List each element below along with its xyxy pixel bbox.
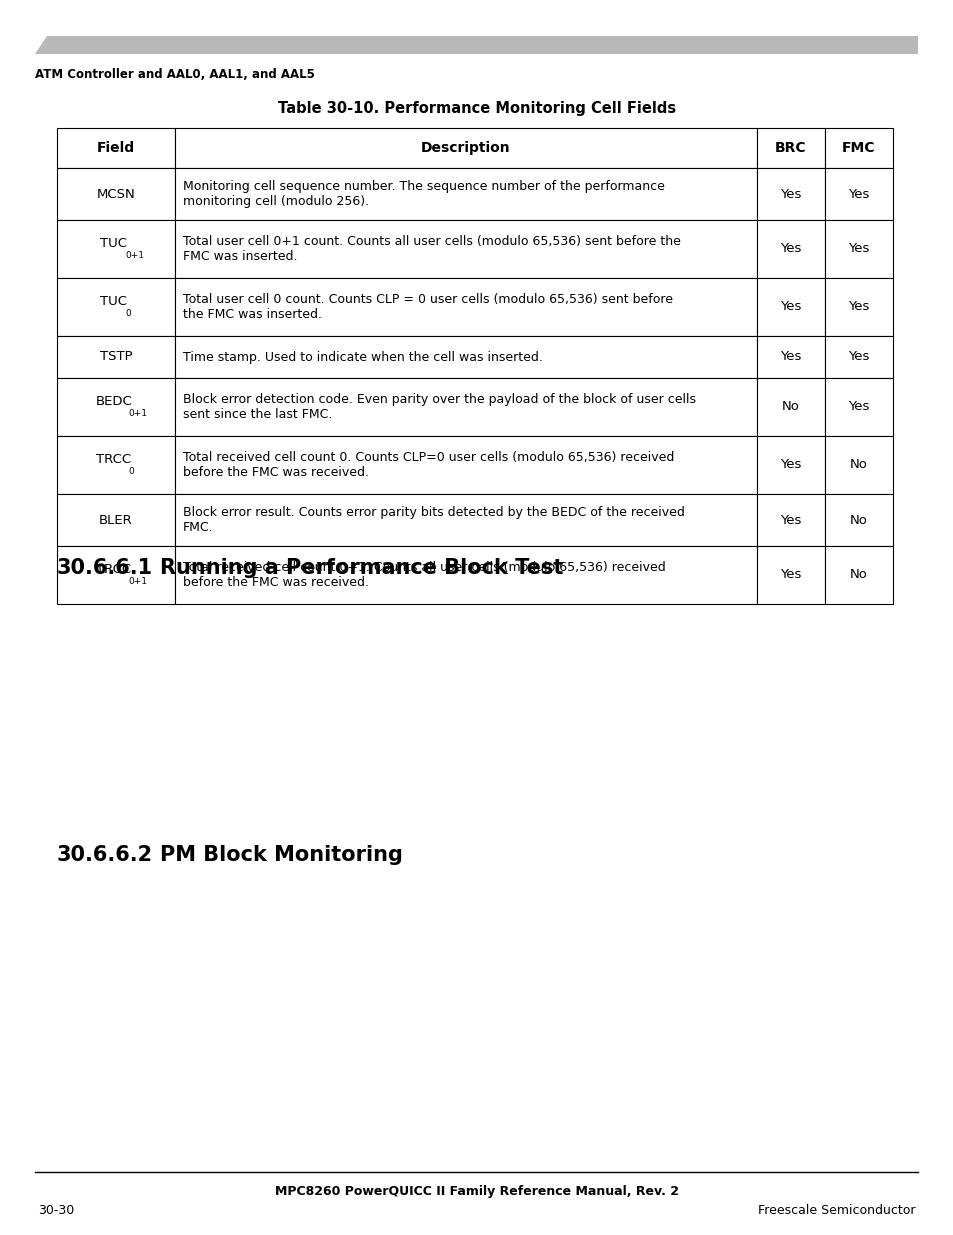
- Bar: [174, 336, 757, 378]
- Polygon shape: [35, 36, 917, 54]
- Bar: [824, 128, 892, 168]
- Text: Block error result. Counts error parity bits detected by the BEDC of the receive: Block error result. Counts error parity …: [183, 506, 684, 519]
- Bar: [824, 436, 892, 494]
- Text: MCSN: MCSN: [96, 188, 135, 200]
- Text: FMC.: FMC.: [183, 521, 213, 534]
- Bar: [57, 278, 174, 336]
- Bar: [174, 378, 757, 436]
- Bar: [757, 220, 824, 278]
- Text: Yes: Yes: [847, 400, 869, 414]
- Text: ATM Controller and AAL0, AAL1, and AAL5: ATM Controller and AAL0, AAL1, and AAL5: [35, 68, 314, 80]
- Bar: [757, 546, 824, 604]
- Text: No: No: [849, 458, 867, 472]
- Text: the FMC was inserted.: the FMC was inserted.: [183, 308, 322, 321]
- Bar: [174, 128, 757, 168]
- Text: No: No: [849, 568, 867, 582]
- Text: 0: 0: [129, 467, 134, 475]
- Text: 0+1: 0+1: [129, 577, 148, 585]
- Bar: [57, 546, 174, 604]
- Bar: [824, 378, 892, 436]
- Text: Yes: Yes: [847, 300, 869, 314]
- Text: 0+1: 0+1: [129, 409, 148, 417]
- Text: Yes: Yes: [780, 242, 801, 256]
- Text: Field: Field: [97, 141, 135, 156]
- Text: FMC was inserted.: FMC was inserted.: [183, 249, 297, 263]
- Text: Total user cell 0 count. Counts CLP = 0 user cells (modulo 65,536) sent before: Total user cell 0 count. Counts CLP = 0 …: [183, 293, 672, 306]
- Text: Yes: Yes: [780, 351, 801, 363]
- Text: Time stamp. Used to indicate when the cell was inserted.: Time stamp. Used to indicate when the ce…: [183, 351, 542, 363]
- Text: TRCC: TRCC: [96, 563, 132, 576]
- Text: No: No: [849, 514, 867, 526]
- Text: TRCC: TRCC: [96, 453, 132, 466]
- Text: Monitoring cell sequence number. The sequence number of the performance: Monitoring cell sequence number. The seq…: [183, 180, 664, 193]
- Text: MPC8260 PowerQUICC II Family Reference Manual, Rev. 2: MPC8260 PowerQUICC II Family Reference M…: [274, 1186, 679, 1198]
- Bar: [757, 278, 824, 336]
- Text: TSTP: TSTP: [99, 351, 132, 363]
- Text: sent since the last FMC.: sent since the last FMC.: [183, 408, 332, 421]
- Bar: [57, 128, 174, 168]
- Bar: [57, 436, 174, 494]
- Text: before the FMC was received.: before the FMC was received.: [183, 466, 369, 479]
- Text: FMC: FMC: [841, 141, 875, 156]
- Text: Freescale Semiconductor: Freescale Semiconductor: [758, 1203, 915, 1216]
- Text: BLER: BLER: [99, 514, 132, 526]
- Bar: [824, 168, 892, 220]
- Text: 0: 0: [126, 309, 132, 317]
- Text: Yes: Yes: [847, 188, 869, 200]
- Text: Total user cell 0+1 count. Counts all user cells (modulo 65,536) sent before the: Total user cell 0+1 count. Counts all us…: [183, 235, 680, 248]
- Text: 30.6.6.1: 30.6.6.1: [57, 558, 153, 578]
- Text: monitoring cell (modulo 256).: monitoring cell (modulo 256).: [183, 195, 369, 207]
- Text: Total received cell count 0. Counts CLP=0 user cells (modulo 65,536) received: Total received cell count 0. Counts CLP=…: [183, 451, 674, 464]
- Text: Running a Performance Block Test: Running a Performance Block Test: [160, 558, 563, 578]
- Bar: [57, 494, 174, 546]
- Bar: [757, 128, 824, 168]
- Text: BRC: BRC: [775, 141, 806, 156]
- Bar: [824, 278, 892, 336]
- Text: Description: Description: [420, 141, 510, 156]
- Bar: [824, 336, 892, 378]
- Text: Yes: Yes: [780, 514, 801, 526]
- Bar: [757, 436, 824, 494]
- Text: PM Block Monitoring: PM Block Monitoring: [160, 845, 402, 864]
- Bar: [824, 220, 892, 278]
- Bar: [57, 378, 174, 436]
- Bar: [757, 378, 824, 436]
- Bar: [824, 546, 892, 604]
- Bar: [757, 168, 824, 220]
- Text: Block error detection code. Even parity over the payload of the block of user ce: Block error detection code. Even parity …: [183, 393, 696, 406]
- Bar: [57, 336, 174, 378]
- Text: Yes: Yes: [780, 568, 801, 582]
- Text: Yes: Yes: [780, 188, 801, 200]
- Bar: [757, 494, 824, 546]
- Text: Yes: Yes: [780, 458, 801, 472]
- Text: 30-30: 30-30: [38, 1203, 74, 1216]
- Text: Table 30-10. Performance Monitoring Cell Fields: Table 30-10. Performance Monitoring Cell…: [277, 100, 676, 116]
- Text: TUC: TUC: [100, 237, 128, 249]
- Bar: [174, 494, 757, 546]
- Bar: [174, 278, 757, 336]
- Bar: [174, 220, 757, 278]
- Bar: [57, 168, 174, 220]
- Text: Yes: Yes: [847, 242, 869, 256]
- Bar: [174, 168, 757, 220]
- Bar: [174, 436, 757, 494]
- Text: TUC: TUC: [100, 295, 128, 308]
- Bar: [57, 220, 174, 278]
- Bar: [824, 494, 892, 546]
- Bar: [757, 336, 824, 378]
- Text: before the FMC was received.: before the FMC was received.: [183, 576, 369, 589]
- Text: 30.6.6.2: 30.6.6.2: [57, 845, 153, 864]
- Text: Yes: Yes: [780, 300, 801, 314]
- Text: 0+1: 0+1: [126, 251, 145, 261]
- Bar: [174, 546, 757, 604]
- Text: BEDC: BEDC: [95, 395, 132, 408]
- Text: Total received cell count 0+1. Counts all user cells (modulo 65,536) received: Total received cell count 0+1. Counts al…: [183, 561, 665, 574]
- Text: Yes: Yes: [847, 351, 869, 363]
- Text: No: No: [781, 400, 800, 414]
